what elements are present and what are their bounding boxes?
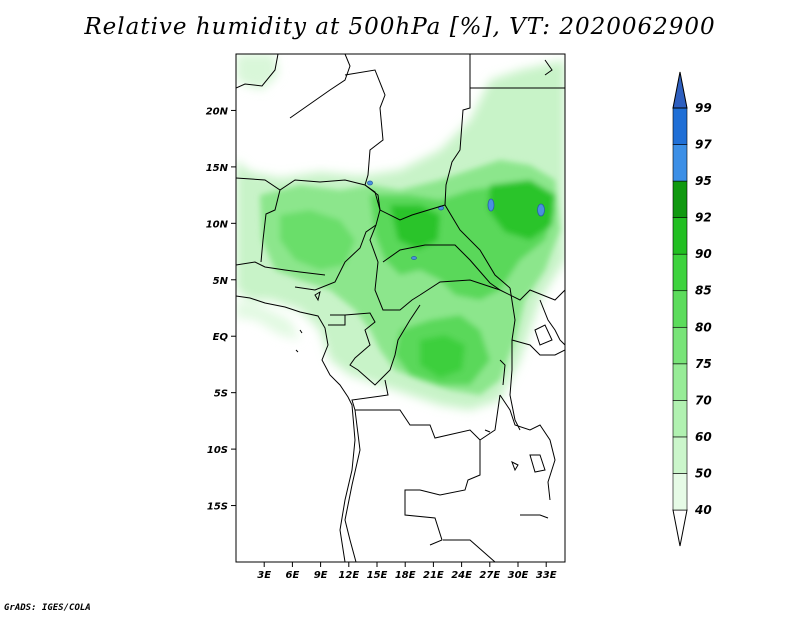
humidity-field [236, 54, 565, 410]
colorbar-level-label: 99 [695, 101, 712, 115]
y-tick-label: 5N [213, 276, 229, 287]
x-tick-label: 12E [338, 570, 359, 581]
x-tick-label: 3E [257, 570, 271, 581]
colorbar-band [672, 436, 688, 474]
humidity-max-spot-5 [367, 180, 373, 186]
humidity-max-spot-2 [487, 198, 495, 212]
y-tick-label: 15N [206, 163, 229, 174]
colorbar-band [672, 326, 688, 365]
x-axis: 3E 6E 9E 12E 15E 18E 21E 24E 27E 30E 33E [257, 562, 557, 581]
humidity-region-core-south [420, 335, 465, 378]
humidity-region-coast [236, 300, 300, 340]
y-tick-label: 15S [207, 502, 228, 513]
colorbar-band [672, 180, 688, 218]
y-tick-label: 10S [207, 445, 228, 456]
colorbar-level-label: 50 [695, 466, 712, 480]
country-borders [236, 54, 565, 562]
colorbar-level-label: 92 [695, 211, 712, 225]
x-tick-label: 24E [451, 570, 472, 581]
colorbar-level-label: 70 [695, 393, 712, 407]
map-frame [235, 53, 566, 563]
y-tick-label: 20N [206, 106, 229, 117]
humidity-max-spot-1 [537, 203, 545, 217]
colorbar-lower-triangle [672, 509, 688, 547]
colorbar-band [672, 217, 688, 255]
x-tick-label: 30E [508, 570, 529, 581]
x-tick-label: 9E [314, 570, 328, 581]
humidity-region-high-sahel [280, 210, 355, 270]
y-tick-label: 10N [206, 219, 229, 230]
x-tick-label: 21E [423, 570, 444, 581]
colorbar-level-label: 90 [695, 247, 712, 261]
x-tick-label: 33E [536, 570, 557, 581]
humidity-max-spot-4 [411, 256, 417, 260]
y-axis: 20N 15N 10N 5N EQ 5S 10S 15S [206, 106, 236, 513]
colorbar-band [672, 290, 688, 328]
colorbar-level-label: 40 [694, 503, 712, 517]
colorbar-band [672, 400, 688, 438]
footer-credit: GrADS: IGES/COLA [4, 603, 91, 613]
coastlines [236, 59, 553, 562]
y-tick-label: 5S [214, 389, 228, 400]
colorbar-level-label: 95 [695, 174, 712, 188]
x-tick-label: 18E [395, 570, 416, 581]
colorbar-band [672, 473, 688, 511]
humidity-region-core-east [488, 180, 555, 240]
y-tick-label: EQ [213, 332, 229, 343]
chart-title: Relative humidity at 500hPa [%], VT: 202… [84, 14, 716, 40]
colorbar-upper-triangle [672, 71, 688, 109]
x-tick-label: 27E [479, 570, 500, 581]
colorbar-band [672, 363, 688, 401]
humidity-region-core [390, 205, 440, 250]
colorbar-band [672, 144, 688, 182]
humidity-region-north [236, 54, 278, 90]
colorbar-level-label: 75 [695, 357, 712, 371]
colorbar-band [672, 253, 688, 292]
colorbar-level-label: 60 [695, 430, 712, 444]
colorbar-level-label: 85 [695, 284, 712, 298]
x-tick-label: 6E [286, 570, 300, 581]
colorbar-level-label: 97 [695, 138, 712, 152]
x-tick-label: 15E [367, 570, 388, 581]
colorbar-band [672, 107, 688, 145]
colorbar-level-label: 80 [695, 320, 712, 334]
colorbar-legend: 40 50 60 70 75 80 85 90 92 95 97 99 [672, 71, 712, 547]
